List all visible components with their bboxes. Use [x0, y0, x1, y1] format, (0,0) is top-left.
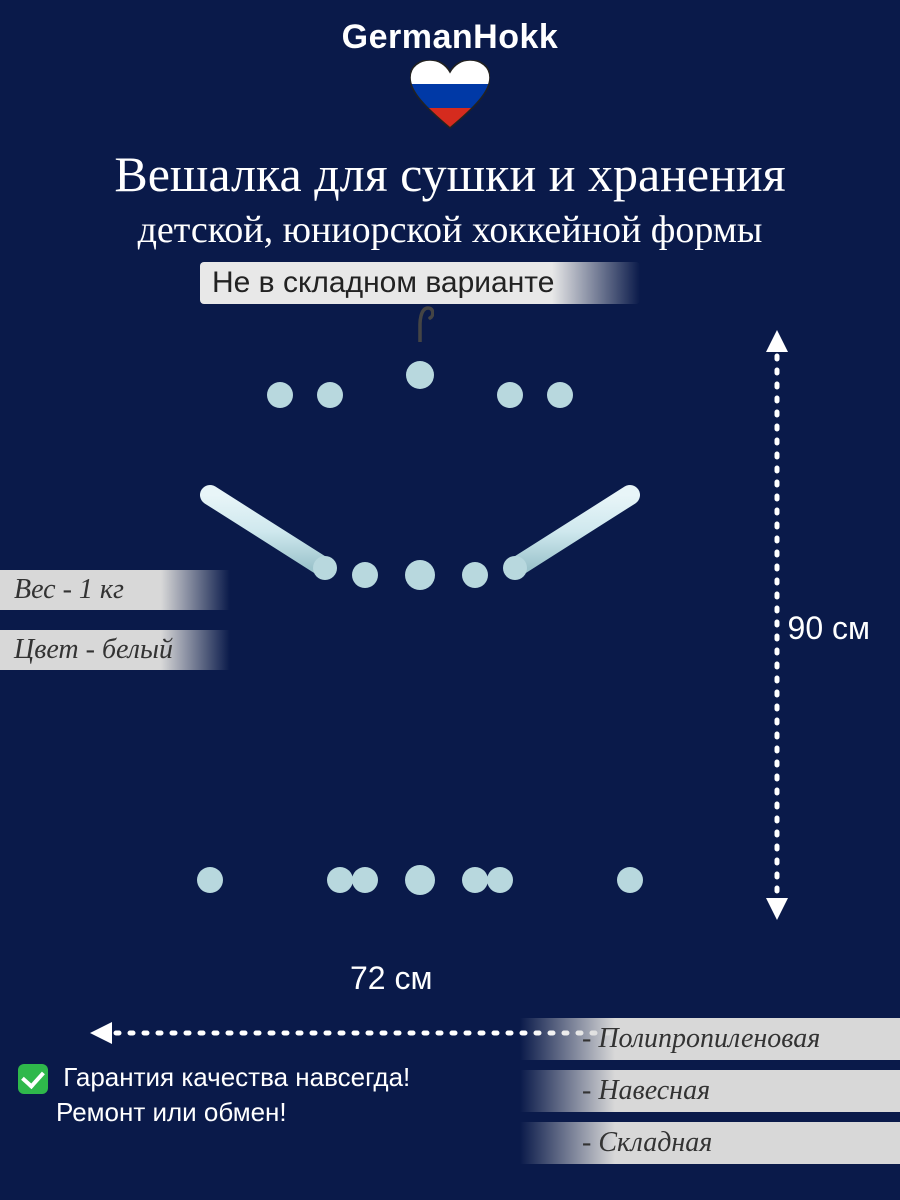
guarantee-line-1: Гарантия качества навсегда!	[63, 1062, 410, 1092]
checkmark-icon	[18, 1064, 48, 1094]
guarantee-line-2: Ремонт или обмен!	[56, 1095, 287, 1130]
height-label: 90 см	[788, 610, 870, 647]
variant-label: Не в складном варианте	[200, 262, 640, 304]
feature-3: - Складная	[520, 1122, 900, 1164]
title-line-1: Вешалка для сушки и хранения	[10, 145, 890, 203]
product-illustration	[140, 300, 700, 940]
brand-logo: GermanHokk	[342, 18, 559, 57]
title-line-2: детской, юниорской хоккейной формы	[10, 208, 890, 252]
hook-icon	[406, 302, 434, 342]
width-label: 72 см	[350, 960, 432, 997]
guarantee-block: Гарантия качества навсегда! Ремонт или о…	[18, 1060, 410, 1130]
flag-heart-icon	[410, 60, 490, 132]
feature-2: - Навесная	[520, 1070, 900, 1112]
feature-1: - Полипропиленовая	[520, 1018, 900, 1060]
